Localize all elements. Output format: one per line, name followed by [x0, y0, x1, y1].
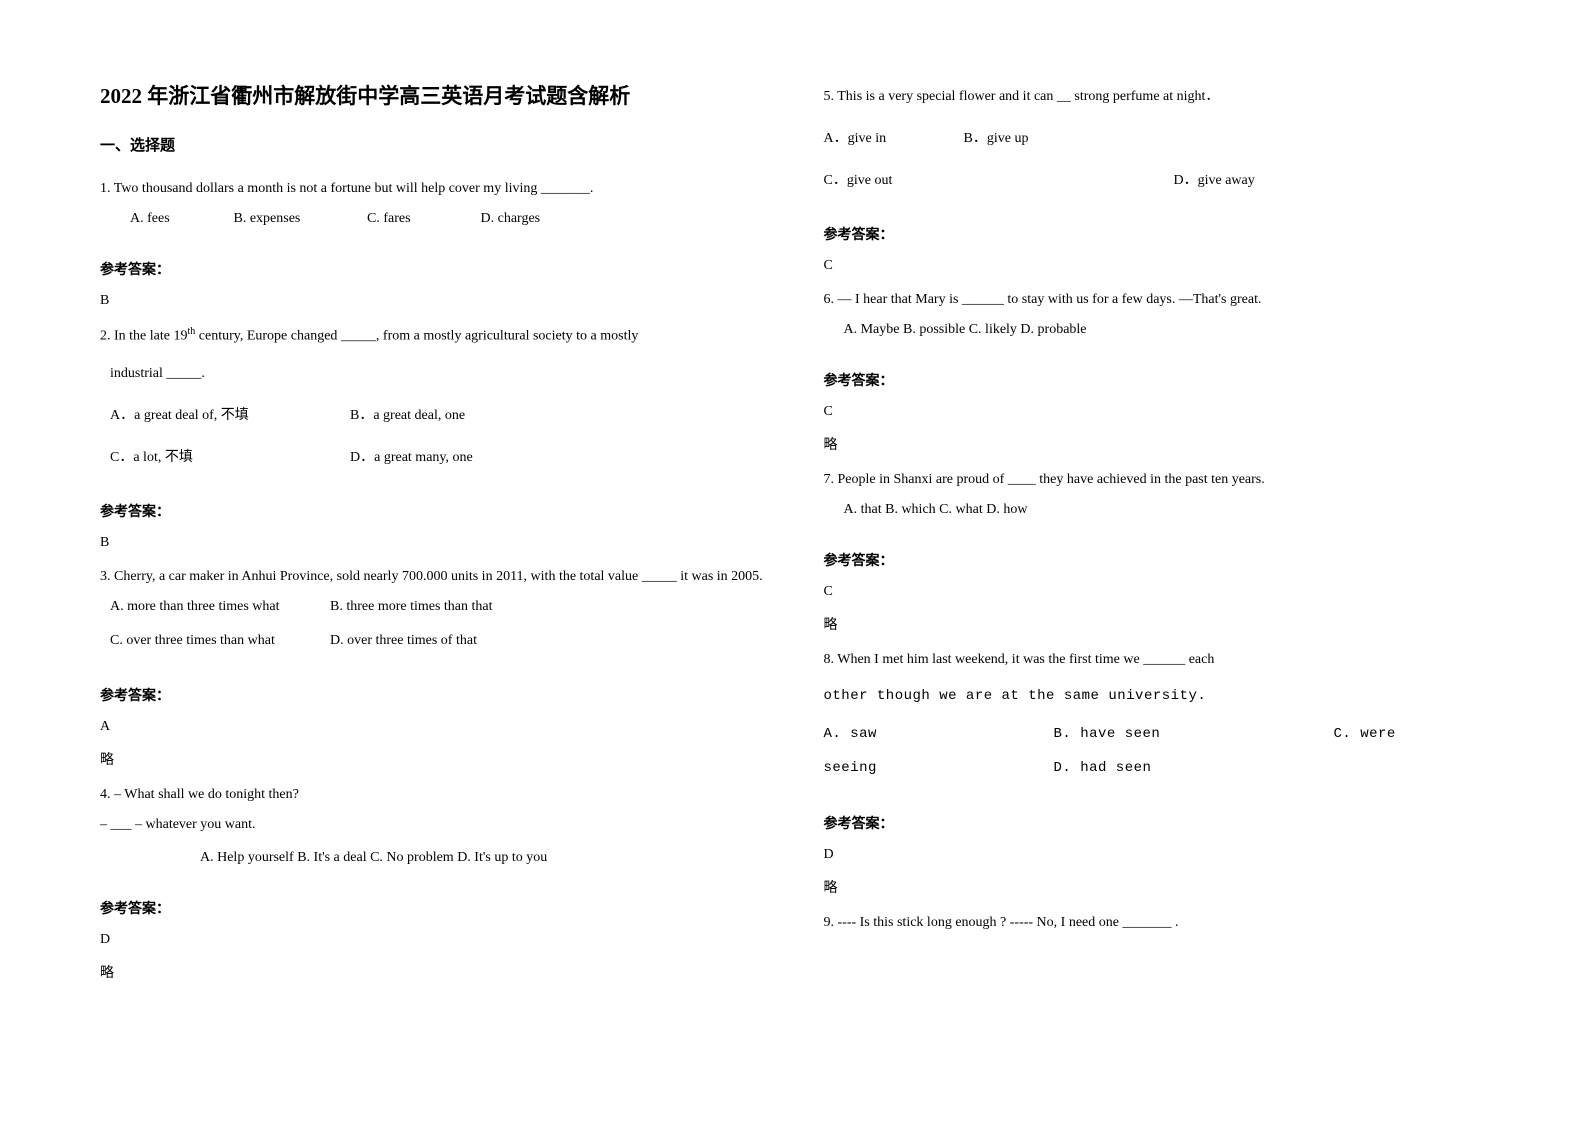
option-b: B. expenses — [234, 207, 364, 231]
question-text-cont: industrial _____. — [100, 362, 764, 386]
document-title: 2022 年浙江省衢州市解放街中学高三英语月考试题含解析 — [100, 80, 764, 110]
option-c: C. were — [1334, 723, 1396, 747]
option-d: D．a great many, one — [350, 446, 473, 470]
question-9: 9. ---- Is this stick long enough ? ----… — [824, 911, 1488, 941]
options-row: C. over three times than what D. over th… — [100, 629, 764, 653]
option-b: B．a great deal, one — [350, 404, 465, 428]
answer: C — [824, 584, 1488, 600]
ref-answer-label: 参考答案： — [100, 259, 764, 279]
option-c: C．a lot, 不填 — [100, 446, 350, 470]
question-text: 3. Cherry, a car maker in Anhui Province… — [100, 565, 764, 589]
abbrev: 略 — [824, 877, 1488, 897]
ref-answer-label: 参考答案： — [824, 370, 1488, 390]
left-column: 2022 年浙江省衢州市解放街中学高三英语月考试题含解析 一、选择题 1. Tw… — [100, 80, 764, 1082]
abbrev: 略 — [100, 962, 764, 982]
right-column: 5. This is a very special flower and it … — [824, 80, 1488, 1082]
option-b: B. three more times than that — [330, 595, 493, 619]
question-text: 2. In the late 19th century, Europe chan… — [100, 323, 764, 348]
q2-part2: century, Europe changed _____, from a mo… — [195, 328, 638, 343]
ref-answer-label: 参考答案： — [100, 898, 764, 918]
question-text: 8. When I met him last weekend, it was t… — [824, 648, 1488, 672]
options-row: A. Maybe B. possible C. likely D. probab… — [824, 318, 1488, 342]
question-8: 8. When I met him last weekend, it was t… — [824, 648, 1488, 791]
abbrev: 略 — [824, 434, 1488, 454]
ref-answer-label: 参考答案： — [100, 501, 764, 521]
abbrev: 略 — [100, 749, 764, 769]
options-row: C．give out D．give away — [824, 169, 1488, 193]
question-5: 5. This is a very special flower and it … — [824, 85, 1488, 202]
question-text: other though we are at the same universi… — [824, 685, 1488, 709]
option-a: A. fees — [130, 207, 230, 231]
question-text: 7. People in Shanxi are proud of ____ th… — [824, 468, 1488, 492]
options-row: A. fees B. expenses C. fares D. charges — [100, 207, 764, 231]
question-text: 5. This is a very special flower and it … — [824, 85, 1488, 109]
abbrev: 略 — [824, 614, 1488, 634]
ref-answer-label: 参考答案： — [100, 685, 764, 705]
option-d: D. had seen — [1054, 757, 1152, 781]
options-row: A．a great deal of, 不填 B．a great deal, on… — [100, 404, 764, 428]
options-all: A. Help yourself B. It's a deal C. No pr… — [200, 850, 547, 865]
option-b: B. have seen — [1054, 723, 1334, 747]
question-7: 7. People in Shanxi are proud of ____ th… — [824, 468, 1488, 528]
question-text: 1. Two thousand dollars a month is not a… — [100, 177, 764, 201]
question-text: – ___ – whatever you want. — [100, 813, 764, 837]
options-row: A. saw B. have seen C. were — [824, 723, 1488, 747]
options-row: A. that B. which C. what D. how — [824, 498, 1488, 522]
option-a: A. saw — [824, 723, 1054, 747]
option-a: A. more than three times what — [100, 595, 330, 619]
options-all: A. Maybe B. possible C. likely D. probab… — [844, 322, 1087, 337]
ref-answer-label: 参考答案： — [824, 813, 1488, 833]
option-c: C. fares — [367, 207, 477, 231]
question-2: 2. In the late 19th century, Europe chan… — [100, 323, 764, 480]
question-1: 1. Two thousand dollars a month is not a… — [100, 177, 764, 237]
ref-answer-label: 参考答案： — [824, 550, 1488, 570]
q2-part1: 2. In the late 19 — [100, 328, 187, 343]
options-row: A. more than three times what B. three m… — [100, 595, 764, 619]
question-6: 6. — I hear that Mary is ______ to stay … — [824, 288, 1488, 348]
question-text: 6. — I hear that Mary is ______ to stay … — [824, 288, 1488, 312]
answer: A — [100, 719, 764, 735]
option-a: A．give in — [824, 127, 964, 151]
answer: B — [100, 293, 764, 309]
option-d: D．give away — [1174, 169, 1255, 193]
options-row: A. Help yourself B. It's a deal C. No pr… — [100, 846, 764, 870]
question-3: 3. Cherry, a car maker in Anhui Province… — [100, 565, 764, 662]
option-a: A．a great deal of, 不填 — [100, 404, 350, 428]
options-row: seeing D. had seen — [824, 757, 1488, 781]
ref-answer-label: 参考答案： — [824, 224, 1488, 244]
option-c: C. over three times than what — [100, 629, 330, 653]
option-c: C．give out — [824, 169, 1174, 193]
option-d: D. charges — [481, 207, 541, 231]
section-heading: 一、选择题 — [100, 134, 764, 155]
options-row: A．give in B．give up — [824, 127, 1488, 151]
answer: B — [100, 535, 764, 551]
answer: D — [824, 847, 1488, 863]
answer: D — [100, 932, 764, 948]
question-text: 4. – What shall we do tonight then? — [100, 783, 764, 807]
option-b: B．give up — [964, 127, 1029, 151]
answer: C — [824, 258, 1488, 274]
question-text: 9. ---- Is this stick long enough ? ----… — [824, 911, 1488, 935]
question-4: 4. – What shall we do tonight then? – __… — [100, 783, 764, 876]
q8-cont: seeing — [824, 757, 1054, 781]
option-d: D. over three times of that — [330, 629, 477, 653]
options-row: C．a lot, 不填 D．a great many, one — [100, 446, 764, 470]
answer: C — [824, 404, 1488, 420]
options-all: A. that B. which C. what D. how — [844, 502, 1028, 517]
